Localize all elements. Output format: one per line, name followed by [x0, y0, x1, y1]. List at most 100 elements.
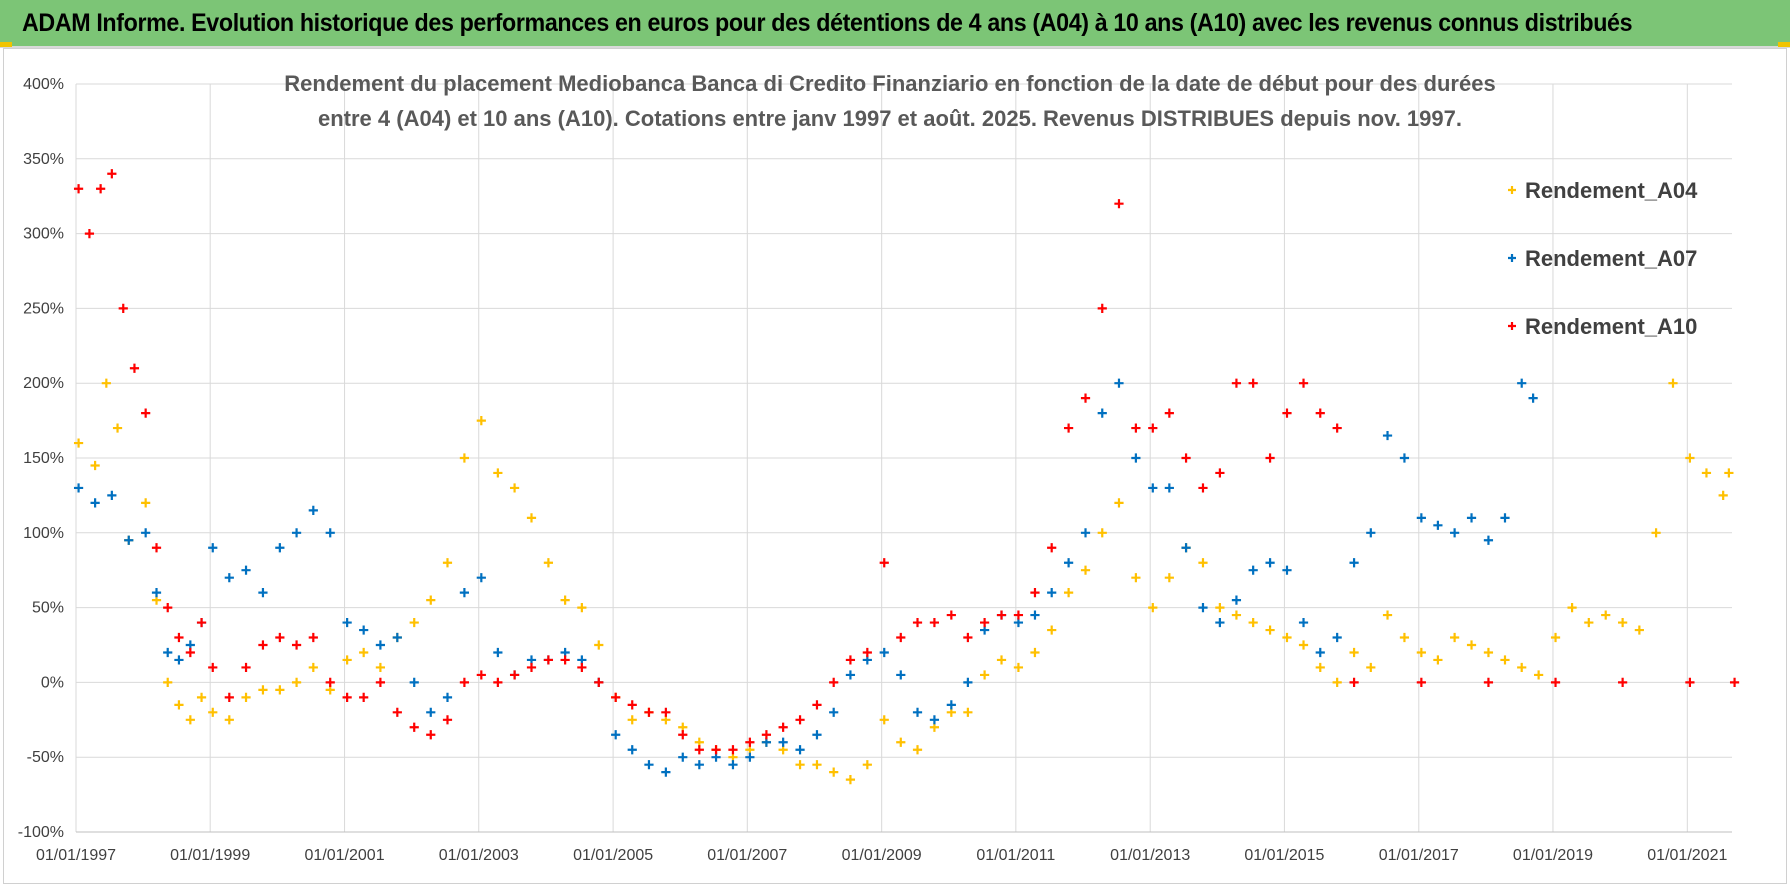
- x-tick-label: 01/01/2007: [707, 847, 787, 864]
- legend-marker: [1508, 254, 1516, 262]
- data-point: [442, 692, 453, 702]
- data-point: [728, 760, 738, 770]
- data-point: [1282, 632, 1292, 643]
- data-point: [980, 625, 990, 635]
- data-point: [342, 617, 352, 628]
- data-point: [1030, 647, 1040, 658]
- data-point: [196, 692, 207, 702]
- data-point: [1148, 483, 1158, 493]
- data-point: [359, 692, 369, 702]
- data-point: [141, 498, 151, 508]
- series-Rendement_A10: [73, 169, 1740, 755]
- data-point: [543, 655, 554, 665]
- data-point: [1567, 603, 1577, 613]
- data-point: [1231, 378, 1242, 388]
- data-point: [1416, 647, 1426, 658]
- data-point: [1080, 565, 1091, 575]
- data-point: [1148, 423, 1158, 433]
- data-point: [1500, 513, 1510, 523]
- data-point: [1366, 662, 1376, 673]
- data-point: [1483, 677, 1494, 687]
- data-point: [112, 423, 123, 433]
- data-point: [1064, 558, 1074, 568]
- data-point: [124, 535, 134, 545]
- y-tick-label: 0%: [41, 674, 64, 691]
- data-point: [163, 603, 173, 613]
- data-point: [661, 707, 671, 717]
- corner-marker-left: [0, 42, 12, 47]
- data-point: [1248, 617, 1258, 628]
- data-point: [1164, 483, 1174, 493]
- data-point: [174, 655, 184, 665]
- data-point: [101, 378, 111, 388]
- data-point: [1618, 617, 1628, 628]
- x-tick-label: 01/01/2003: [439, 847, 519, 864]
- data-point: [963, 632, 973, 643]
- data-point: [560, 655, 570, 665]
- data-point: [1349, 647, 1359, 658]
- data-point: [627, 700, 637, 710]
- data-point: [1366, 528, 1376, 538]
- data-point: [375, 662, 385, 673]
- data-point: [141, 528, 151, 538]
- data-point: [896, 737, 906, 747]
- data-point: [829, 707, 839, 717]
- data-point: [1047, 543, 1057, 553]
- data-point: [912, 617, 923, 628]
- data-point: [1215, 603, 1225, 613]
- data-point: [342, 655, 352, 665]
- data-point: [90, 498, 100, 508]
- data-point: [493, 647, 503, 658]
- data-point: [526, 655, 537, 665]
- data-point: [275, 685, 285, 695]
- data-point: [1215, 468, 1225, 478]
- data-point: [426, 595, 436, 605]
- data-point: [1450, 528, 1460, 538]
- data-point: [1114, 378, 1124, 388]
- data-point: [761, 730, 772, 740]
- data-point: [1248, 565, 1258, 575]
- y-tick-label: 250%: [23, 300, 64, 317]
- data-point: [1114, 199, 1124, 209]
- data-point: [1450, 632, 1460, 643]
- data-point: [291, 640, 302, 650]
- data-point: [829, 767, 839, 777]
- data-point: [1215, 617, 1225, 628]
- data-point: [224, 692, 234, 702]
- data-point: [862, 655, 872, 665]
- data-point: [644, 760, 654, 770]
- data-point: [812, 760, 822, 770]
- data-point: [694, 745, 704, 755]
- data-point: [1298, 617, 1309, 628]
- data-point: [1483, 535, 1494, 545]
- data-point: [1248, 378, 1258, 388]
- data-point: [1416, 513, 1426, 523]
- data-point: [1618, 677, 1628, 687]
- data-point: [1148, 603, 1158, 613]
- data-point: [1198, 603, 1208, 613]
- data-point: [1181, 453, 1191, 463]
- legend-label: Rendement_A07: [1525, 246, 1697, 271]
- data-point: [543, 558, 554, 568]
- axes: -100% -50% 0% 50% 100% 150% 200% 250% 300% 350% 40…: [18, 76, 1732, 864]
- data-point: [745, 745, 755, 755]
- data-point: [1332, 632, 1342, 643]
- data-point: [728, 745, 738, 755]
- chart-title: Rendement du placement Mediobanca Banca …: [284, 71, 1495, 131]
- data-point: [1601, 610, 1611, 620]
- data-point: [1729, 677, 1740, 687]
- data-point: [1298, 378, 1309, 388]
- data-point: [129, 363, 140, 373]
- series-markers: [73, 169, 1740, 785]
- data-point: [963, 677, 973, 687]
- data-point: [224, 715, 234, 725]
- x-tick-label: 01/01/2019: [1513, 847, 1593, 864]
- data-point: [627, 715, 637, 725]
- data-point: [241, 692, 251, 702]
- y-tick-label: 100%: [23, 525, 64, 542]
- data-point: [879, 558, 889, 568]
- data-point: [980, 617, 990, 628]
- data-point: [1047, 588, 1057, 598]
- data-point: [459, 677, 470, 687]
